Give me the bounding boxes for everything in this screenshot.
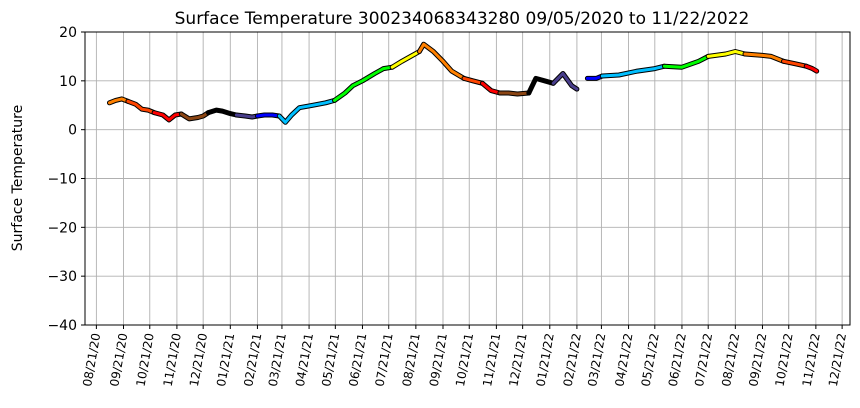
series-line-7 [277, 98, 336, 124]
series-line-14 [527, 76, 555, 95]
x-tick-label: 05/21/22 [639, 332, 662, 388]
x-tick-label: 06/21/21 [346, 332, 369, 388]
x-tick-label: 04/21/22 [612, 332, 635, 388]
x-tick-label: 10/21/20 [134, 332, 157, 388]
x-tick-label: 10/21/21 [453, 332, 476, 388]
x-tick-label: 07/21/21 [373, 332, 396, 388]
x-tick-label: 12/21/20 [187, 332, 210, 388]
series-line-2 [152, 111, 183, 122]
x-tick-label: 11/21/20 [161, 332, 184, 388]
y-tick-label: −30 [47, 269, 77, 285]
series-line-15 [551, 72, 579, 91]
y-ticks: 20 10 0 −10 −20 −30 −40 [47, 25, 85, 334]
x-tick-label: 10/21/22 [773, 332, 796, 388]
x-tick-label: 08/21/22 [719, 332, 742, 388]
series-line-13 [498, 91, 531, 96]
y-tick-label: −40 [47, 318, 77, 334]
x-tick-label: 03/21/21 [266, 332, 289, 388]
series-line-8 [333, 65, 394, 102]
x-tick-label: 09/21/20 [107, 332, 130, 388]
x-tick-label: 08/21/20 [80, 332, 103, 388]
series-line-9 [390, 50, 421, 69]
y-tick-label: 0 [68, 123, 77, 139]
series-line-21 [782, 59, 808, 68]
x-tick-label: 01/21/21 [214, 332, 237, 388]
y-tick-label: 20 [59, 25, 77, 41]
y-tick-label: −10 [47, 172, 77, 188]
series-line-0 [108, 97, 130, 105]
series-line-19 [706, 50, 747, 58]
series-line-11 [462, 76, 484, 85]
x-tick-label: 01/21/22 [534, 332, 557, 388]
x-tick-label: 11/21/22 [800, 332, 823, 388]
series-line-5 [234, 113, 259, 119]
x-tick-label: 12/21/22 [826, 332, 849, 388]
series-line-6 [255, 113, 281, 118]
x-tick-label: 07/21/22 [692, 332, 715, 388]
x-tick-label: 02/21/22 [561, 332, 584, 388]
x-tick-label: 12/21/21 [506, 332, 529, 388]
x-ticks: 08/21/20 09/21/20 10/21/20 11/21/20 12/21/20… [80, 325, 849, 388]
x-tick-label: 04/21/21 [293, 332, 316, 388]
series-line-20 [743, 52, 785, 63]
y-tick-label: 10 [59, 74, 77, 90]
grid [85, 31, 850, 326]
series-line-22 [804, 64, 819, 73]
y-tick-label: −20 [47, 220, 77, 236]
series-line-4 [206, 108, 238, 117]
series-line-17 [600, 64, 666, 78]
series-line-10 [417, 42, 466, 80]
series-layer [107, 41, 820, 125]
x-tick-label: 11/21/21 [480, 332, 503, 388]
series-line-12 [480, 81, 502, 95]
x-tick-label: 05/21/21 [319, 332, 342, 388]
series-line-18 [662, 54, 710, 69]
x-tick-label: 08/21/21 [400, 332, 423, 388]
chart-title: Surface Temperature 300234068343280 09/0… [175, 9, 750, 29]
x-tick-label: 09/21/21 [427, 332, 450, 388]
x-tick-label: 06/21/22 [666, 332, 689, 388]
x-tick-label: 02/21/21 [241, 332, 264, 388]
x-tick-label: 03/21/22 [585, 332, 608, 388]
series-line-1 [126, 99, 156, 115]
x-tick-label: 09/21/22 [746, 332, 769, 388]
series-line-3 [179, 111, 210, 121]
y-axis-label: Surface Temperature [10, 105, 26, 251]
